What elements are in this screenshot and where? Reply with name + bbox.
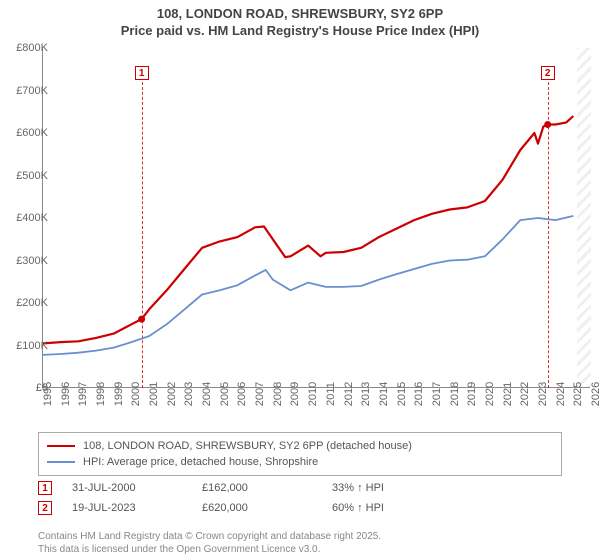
marker-box-2: 2 <box>38 501 52 515</box>
legend-swatch-hpi <box>47 461 75 463</box>
legend-row: HPI: Average price, detached house, Shro… <box>47 454 553 470</box>
x-tick-label: 2022 <box>519 382 531 406</box>
marker-row: 2 19-JUL-2023 £620,000 60% ↑ HPI <box>38 498 562 518</box>
x-tick-label: 2009 <box>289 382 301 406</box>
legend-swatch-price <box>47 445 75 447</box>
x-tick-label: 1996 <box>60 382 72 406</box>
x-tick-label: 1997 <box>77 382 89 406</box>
x-tick-label: 2003 <box>183 382 195 406</box>
x-tick-label: 2001 <box>148 382 160 406</box>
y-tick-label: £300K <box>8 255 48 267</box>
marker-row: 1 31-JUL-2000 £162,000 33% ↑ HPI <box>38 478 562 498</box>
x-tick-label: 2007 <box>254 382 266 406</box>
legend-label-price: 108, LONDON ROAD, SHREWSBURY, SY2 6PP (d… <box>83 440 412 452</box>
x-tick-label: 2008 <box>272 382 284 406</box>
series-price-line <box>43 116 573 343</box>
x-tick-label: 2010 <box>307 382 319 406</box>
marker-date: 19-JUL-2023 <box>72 502 202 514</box>
x-tick-label: 2020 <box>484 382 496 406</box>
y-tick-label: £600K <box>8 127 48 139</box>
x-tick-label: 2023 <box>537 382 549 406</box>
chart-container: 108, LONDON ROAD, SHREWSBURY, SY2 6PP Pr… <box>0 0 600 560</box>
x-tick-label: 2018 <box>449 382 461 406</box>
x-tick-label: 1995 <box>42 382 54 406</box>
x-tick-label: 1999 <box>113 382 125 406</box>
x-tick-label: 2025 <box>572 382 584 406</box>
marker-date: 31-JUL-2000 <box>72 482 202 494</box>
y-tick-label: £800K <box>8 42 48 54</box>
y-tick-label: £700K <box>8 85 48 97</box>
chart-area: 12 <box>42 48 590 388</box>
x-tick-label: 2019 <box>466 382 478 406</box>
marker-delta: 33% ↑ HPI <box>332 482 462 494</box>
x-tick-label: 2017 <box>431 382 443 406</box>
footer: Contains HM Land Registry data © Crown c… <box>38 531 381 556</box>
x-tick-label: 2000 <box>130 382 142 406</box>
x-tick-label: 2011 <box>325 382 337 406</box>
marker-delta: 60% ↑ HPI <box>332 502 462 514</box>
title-block: 108, LONDON ROAD, SHREWSBURY, SY2 6PP Pr… <box>0 0 600 44</box>
y-tick-label: £500K <box>8 170 48 182</box>
legend-row: 108, LONDON ROAD, SHREWSBURY, SY2 6PP (d… <box>47 438 553 454</box>
legend-label-hpi: HPI: Average price, detached house, Shro… <box>83 456 318 468</box>
title-line-2: Price paid vs. HM Land Registry's House … <box>0 23 600 40</box>
x-tick-label: 2014 <box>378 382 390 406</box>
marker-dot <box>544 121 551 128</box>
footer-line-1: Contains HM Land Registry data © Crown c… <box>38 531 381 544</box>
x-tick-label: 2013 <box>360 382 372 406</box>
y-tick-label: £200K <box>8 297 48 309</box>
marker-price: £162,000 <box>202 482 332 494</box>
footer-line-2: This data is licensed under the Open Gov… <box>38 544 381 557</box>
chart-svg <box>43 48 591 388</box>
x-tick-label: 2026 <box>590 382 600 406</box>
x-tick-label: 2004 <box>201 382 213 406</box>
x-tick-label: 1998 <box>95 382 107 406</box>
marker-table: 1 31-JUL-2000 £162,000 33% ↑ HPI 2 19-JU… <box>38 478 562 518</box>
x-tick-label: 2024 <box>555 382 567 406</box>
title-line-1: 108, LONDON ROAD, SHREWSBURY, SY2 6PP <box>0 6 600 23</box>
series-hpi-line <box>43 216 573 355</box>
marker-box-1: 1 <box>38 481 52 495</box>
marker-price: £620,000 <box>202 502 332 514</box>
x-tick-label: 2015 <box>396 382 408 406</box>
y-tick-label: £400K <box>8 212 48 224</box>
x-tick-label: 2005 <box>219 382 231 406</box>
x-tick-label: 2016 <box>413 382 425 406</box>
marker-dot <box>138 316 145 323</box>
y-tick-label: £100K <box>8 340 48 352</box>
legend: 108, LONDON ROAD, SHREWSBURY, SY2 6PP (d… <box>38 432 562 476</box>
x-tick-label: 2006 <box>236 382 248 406</box>
x-tick-label: 2021 <box>502 382 514 406</box>
x-tick-label: 2012 <box>343 382 355 406</box>
x-tick-label: 2002 <box>166 382 178 406</box>
